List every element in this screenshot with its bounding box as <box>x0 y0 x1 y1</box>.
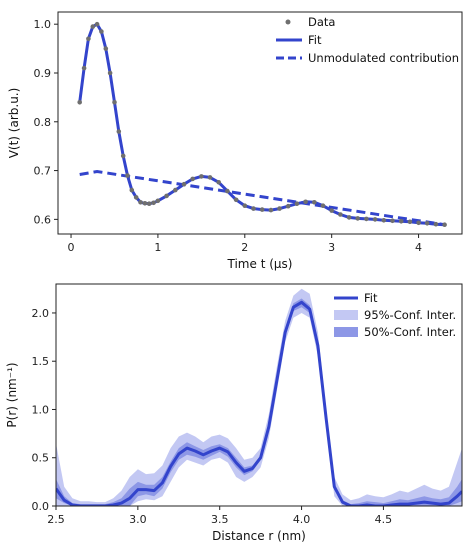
data-point <box>433 221 439 227</box>
data-point <box>173 187 178 193</box>
data-point <box>190 176 195 182</box>
data-point <box>346 215 352 220</box>
plot-area-top <box>77 21 447 227</box>
ci95-band <box>56 288 462 506</box>
legend-ci95-swatch <box>334 310 358 320</box>
legend-top: Data Fit Unmodulated contribution <box>276 15 459 65</box>
data-point <box>138 200 143 205</box>
data-point <box>199 174 204 179</box>
x-tick-label: 3 <box>328 241 335 254</box>
data-point <box>242 203 248 208</box>
data-point <box>303 199 308 205</box>
unmodulated-contribution-line <box>79 169 445 227</box>
y-tick-label: 1.5 <box>32 355 50 368</box>
data-point <box>355 216 361 221</box>
y-tick-label: 0.5 <box>32 452 50 465</box>
data-point <box>372 217 378 222</box>
x-tick-label: 3.0 <box>129 513 147 526</box>
distribution-fit-line <box>56 300 462 506</box>
data-point <box>268 207 274 213</box>
data-point <box>416 220 421 226</box>
data-point <box>407 219 413 225</box>
data-point <box>99 29 104 34</box>
x-tick-label: 1 <box>154 241 161 254</box>
data-point <box>320 203 326 208</box>
data-point <box>94 21 100 27</box>
data-point <box>116 129 122 134</box>
data-point <box>442 222 447 227</box>
data-point <box>259 207 265 212</box>
legend-data-label: Data <box>308 15 335 29</box>
data-point <box>398 219 404 224</box>
data-point <box>424 221 430 226</box>
legend-ci50-label: 50%-Conf. Inter. <box>364 325 456 339</box>
data-point <box>277 206 282 211</box>
data-point <box>77 100 82 105</box>
legend-bottom: Fit 95%-Conf. Inter. 50%-Conf. Inter. <box>334 291 456 339</box>
x-tick-label: 3.5 <box>211 513 229 526</box>
data-point <box>364 216 369 222</box>
data-point <box>125 173 130 178</box>
data-point <box>381 218 387 223</box>
legend-ci50-swatch <box>334 327 358 337</box>
panel-bottom-distance-distribution: 2.5 3.0 3.5 4.0 4.5 0.0 0.5 1.0 1.5 2.0 Distance r… <box>5 283 463 543</box>
data-point <box>338 212 343 217</box>
legend-unmodulated-label: Unmodulated contribution <box>308 51 459 65</box>
y-tick-label: 0.8 <box>34 116 52 129</box>
x-axis-label: Distance r (nm) <box>212 529 306 543</box>
data-point <box>181 181 187 187</box>
y-tick-label: 1.0 <box>34 18 52 31</box>
x-tick-label: 4.5 <box>375 513 393 526</box>
data-point <box>312 200 317 205</box>
data-point <box>86 36 91 42</box>
y-axis-label: P(r) (nm⁻¹) <box>5 362 19 427</box>
data-point <box>216 180 221 185</box>
x-tick-label: 2 <box>241 241 248 254</box>
data-point <box>81 65 87 71</box>
data-point <box>251 206 256 211</box>
data-point <box>390 218 395 224</box>
data-point <box>225 188 230 194</box>
data-point <box>294 201 300 206</box>
legend-fit-label: Fit <box>308 33 322 47</box>
data-point <box>120 153 126 159</box>
x-tick-label: 4 <box>415 241 422 254</box>
data-point <box>207 175 213 180</box>
x-tick-label: 4.0 <box>293 513 311 526</box>
panel-top-deer-signal: 0 1 2 3 4 0.6 0.7 0.8 0.9 1.0 Time t (µs) V(t) (arb… <box>7 11 463 271</box>
axes-frame <box>57 11 463 235</box>
data-point <box>164 193 169 199</box>
legend-ci95-label: 95%-Conf. Inter. <box>364 308 456 322</box>
y-tick-label: 0.7 <box>34 165 52 178</box>
x-tick-label: 2.5 <box>47 513 65 526</box>
y-tick-label: 0.9 <box>34 67 52 80</box>
data-point <box>285 203 291 209</box>
y-tick-label: 0.0 <box>32 500 50 513</box>
y-tick-label: 1.0 <box>32 403 50 416</box>
y-tick-label: 0.6 <box>34 213 52 226</box>
data-point <box>90 24 96 29</box>
data-point <box>103 46 109 51</box>
data-point <box>107 70 113 76</box>
data-point <box>329 208 335 213</box>
legend-fit-label: Fit <box>364 291 378 305</box>
x-axis-label: Time t (µs) <box>227 257 293 271</box>
y-tick-label: 2.0 <box>32 307 50 320</box>
data-point <box>146 201 152 206</box>
data-point <box>112 100 117 105</box>
y-axis-label: V(t) (arb.u.) <box>7 88 21 159</box>
fit-line <box>78 22 445 227</box>
data-point <box>133 195 139 200</box>
plot-area-bottom <box>56 288 462 506</box>
data-point <box>155 198 161 204</box>
data-point <box>129 187 135 193</box>
data-point <box>233 197 239 203</box>
axes-frame <box>55 283 463 507</box>
legend-data-marker <box>285 19 291 25</box>
data-point <box>151 200 156 206</box>
data-point <box>142 201 148 206</box>
x-tick-label: 0 <box>68 241 75 254</box>
